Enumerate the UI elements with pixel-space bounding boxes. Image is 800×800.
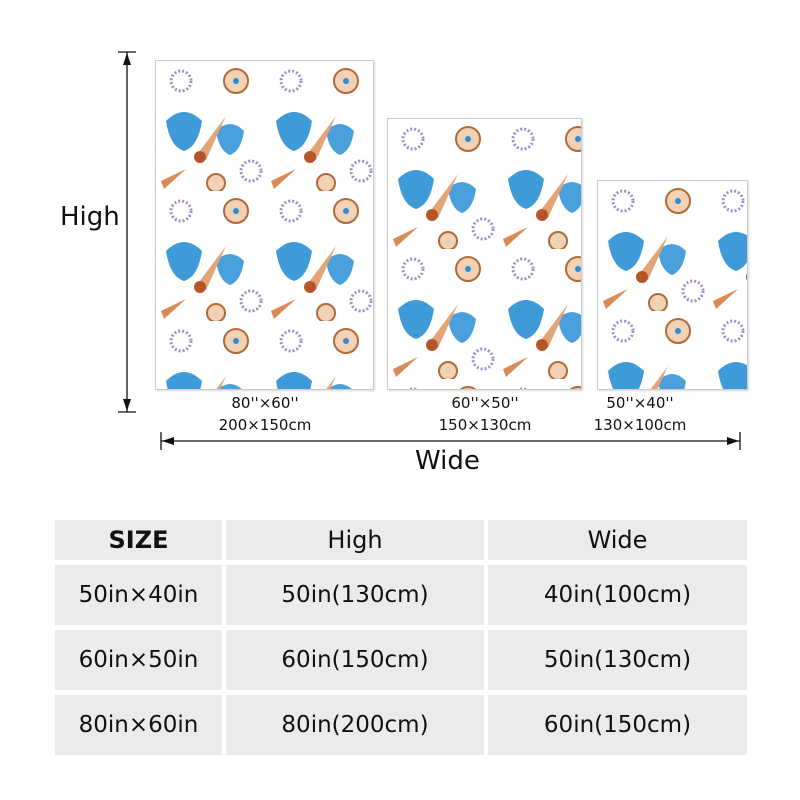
table-cell-size: 50in×40in — [55, 565, 222, 625]
size-cm: 150×130cm — [438, 416, 532, 434]
size-inches: 60''×50'' — [451, 394, 519, 412]
table-cell-high: 80in(200cm) — [226, 695, 484, 755]
table-cell-high: 50in(130cm) — [226, 565, 484, 625]
seashell-pattern — [156, 61, 373, 389]
blanket-small — [597, 180, 748, 390]
size-label-small: 50''×40'' 130×100cm — [560, 392, 720, 436]
high-label: High — [60, 202, 120, 232]
size-inches: 80''×60'' — [231, 394, 299, 412]
blanket-medium — [387, 118, 582, 390]
table-cell-wide: 60in(150cm) — [488, 695, 747, 755]
high-arrow — [118, 51, 136, 413]
size-label-medium: 60''×50'' 150×130cm — [405, 392, 565, 436]
table-cell-wide: 40in(100cm) — [488, 565, 747, 625]
size-cm: 200×150cm — [218, 416, 312, 434]
table-header-high: High — [226, 520, 484, 560]
blanket-large — [155, 60, 374, 390]
size-inches: 50''×40'' — [606, 394, 674, 412]
seashell-pattern — [598, 181, 747, 389]
table-header-size: SIZE — [55, 520, 222, 560]
table-cell-wide: 50in(130cm) — [488, 630, 747, 690]
table-cell-size: 80in×60in — [55, 695, 222, 755]
seashell-pattern — [388, 119, 581, 389]
size-label-large: 80''×60'' 200×150cm — [185, 392, 345, 436]
wide-label: Wide — [415, 446, 480, 476]
table-cell-high: 60in(150cm) — [226, 630, 484, 690]
table-header-wide: Wide — [488, 520, 747, 560]
table-cell-size: 60in×50in — [55, 630, 222, 690]
size-cm: 130×100cm — [593, 416, 687, 434]
